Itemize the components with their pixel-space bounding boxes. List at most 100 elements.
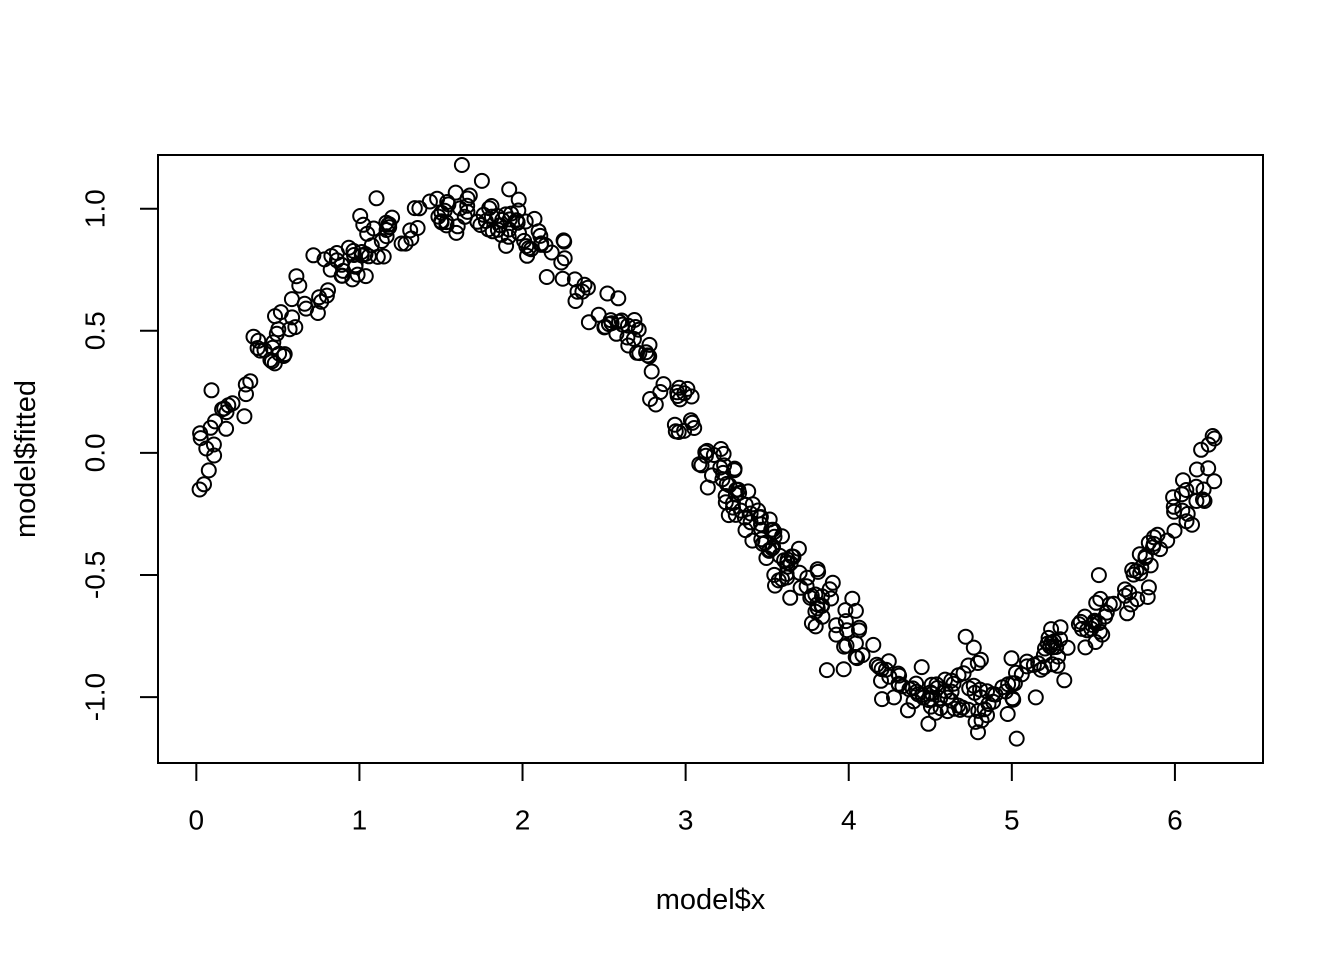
scatter-point — [913, 659, 930, 676]
scatter-point — [764, 540, 781, 557]
scatter-point — [355, 216, 372, 233]
scatter-point — [1092, 590, 1109, 607]
scatter-point — [970, 702, 987, 719]
scatter-point — [580, 314, 597, 331]
x-axis-tick-label: 5 — [1004, 805, 1020, 836]
scatter-point — [630, 321, 647, 338]
scatter-point — [305, 247, 322, 264]
scatter-point — [344, 271, 361, 288]
scatter-point — [1140, 579, 1157, 596]
scatter-point — [192, 430, 209, 447]
scatter-point — [1178, 482, 1195, 498]
scatter-point — [837, 602, 854, 619]
scatter-point — [742, 505, 759, 522]
scatter-point — [1188, 461, 1205, 478]
scatter-point — [642, 391, 659, 407]
scatter-point — [802, 589, 819, 606]
scatter-point — [498, 237, 515, 254]
scatter-point — [409, 220, 426, 236]
scatter-point — [765, 521, 781, 538]
x-axis-tick-label: 1 — [352, 805, 368, 836]
scatter-point — [245, 328, 262, 345]
scatter-point — [999, 706, 1016, 722]
scatter-point — [1087, 634, 1104, 650]
scatter-point — [865, 636, 882, 653]
scatter-point — [798, 578, 815, 595]
scatter-point — [349, 266, 366, 283]
scatter-point — [671, 391, 688, 408]
scatter-point — [266, 355, 283, 372]
scatter-point — [276, 346, 293, 363]
scatter-point — [1052, 631, 1069, 648]
scatter-point — [249, 340, 266, 356]
scatter-point — [641, 336, 658, 353]
scatter-point — [402, 222, 419, 239]
scatter-point — [567, 293, 584, 309]
scatter-point — [313, 293, 330, 310]
scatter-point — [406, 200, 423, 217]
scatter-point — [671, 379, 688, 396]
scatter-point — [1105, 595, 1122, 612]
scatter-point — [835, 661, 852, 678]
scatter-point — [530, 223, 547, 240]
scatter-point — [945, 675, 962, 692]
y-axis-tick-label: -0.5 — [80, 551, 111, 599]
scatter-point — [782, 589, 799, 606]
scatter-point — [967, 713, 984, 730]
scatter-point — [333, 267, 350, 284]
scatter-point — [961, 680, 978, 697]
scatter-point — [554, 270, 571, 287]
scatter-point — [1139, 589, 1156, 605]
scatter-point — [206, 447, 223, 464]
scatter-point — [890, 665, 907, 682]
y-axis-tick-label: 0.0 — [80, 433, 111, 472]
scatter-point — [373, 233, 390, 249]
scatter-point — [440, 196, 457, 213]
scatter-point — [868, 656, 885, 673]
scatter-point — [969, 655, 986, 671]
scatter-point — [501, 211, 518, 228]
scatter-point — [555, 232, 572, 249]
scatter-point — [218, 420, 235, 437]
scatter-point — [191, 481, 208, 498]
scatter-point — [737, 522, 754, 539]
scatter-point — [1166, 503, 1183, 520]
scatter-point — [973, 712, 990, 729]
scatter-point — [196, 476, 212, 493]
scatter-point — [844, 590, 861, 607]
scatter-point — [411, 200, 428, 217]
scatter-point — [873, 661, 890, 678]
scatter-point — [1125, 566, 1142, 583]
scatter-point — [767, 577, 783, 594]
scatter-point — [1008, 730, 1025, 747]
scatter-point — [236, 408, 253, 425]
scatter-point — [620, 337, 637, 354]
scatter-point — [287, 319, 304, 336]
scatter-point — [1050, 648, 1067, 665]
scatter-point — [809, 561, 826, 578]
scatter-point — [473, 172, 490, 189]
scatter-point — [778, 565, 795, 582]
scatter-point — [237, 376, 254, 393]
scatter-point — [726, 460, 743, 477]
scatter-point — [1097, 608, 1114, 625]
scatter-point — [576, 276, 593, 293]
x-axis-tick-label: 4 — [841, 805, 857, 836]
scatter-point — [792, 579, 809, 596]
scatter-point — [985, 693, 1002, 710]
y-axis-label: model$fitted — [10, 380, 42, 538]
scatter-point — [433, 214, 450, 231]
x-axis-tick-label: 6 — [1167, 805, 1183, 836]
scatter-point — [1005, 691, 1022, 708]
scatter-point — [1117, 587, 1133, 604]
scatter-point — [1003, 650, 1020, 667]
scatter-point — [979, 707, 995, 724]
scatter-point — [785, 548, 802, 565]
scatter-point — [828, 626, 845, 643]
y-axis-tick-label: -1.0 — [80, 673, 111, 721]
scatter-point — [742, 514, 759, 531]
scatter-point — [669, 388, 686, 404]
scatter-point — [1166, 522, 1183, 539]
scatter-point — [453, 157, 470, 173]
